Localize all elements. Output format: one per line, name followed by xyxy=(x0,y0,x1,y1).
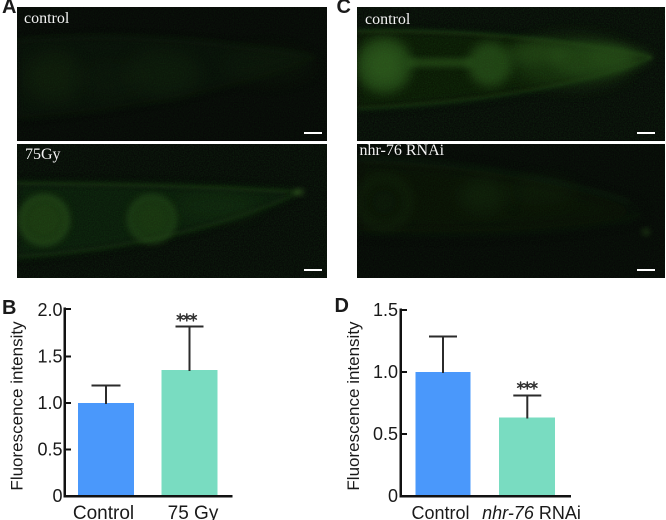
svg-text:75 Gy: 75 Gy xyxy=(168,503,219,520)
svg-text:Fluorescence intensity: Fluorescence intensity xyxy=(344,321,363,491)
svg-text:nhr-76 RNAi: nhr-76 RNAi xyxy=(482,503,581,520)
svg-text:Fluorescence intensity: Fluorescence intensity xyxy=(8,321,27,491)
svg-text:2.0: 2.0 xyxy=(37,300,62,320)
svg-text:0: 0 xyxy=(388,486,398,506)
svg-text:Control: Control xyxy=(73,503,134,520)
svg-text:1.5: 1.5 xyxy=(37,347,62,367)
svg-text:1.5: 1.5 xyxy=(373,300,398,320)
svg-text:0.5: 0.5 xyxy=(37,440,62,460)
svg-text:0: 0 xyxy=(52,486,62,506)
svg-text:1.0: 1.0 xyxy=(37,393,62,413)
svg-text:0.5: 0.5 xyxy=(373,424,398,444)
svg-text:Control: Control xyxy=(411,503,469,520)
svg-text:1.0: 1.0 xyxy=(373,362,398,382)
